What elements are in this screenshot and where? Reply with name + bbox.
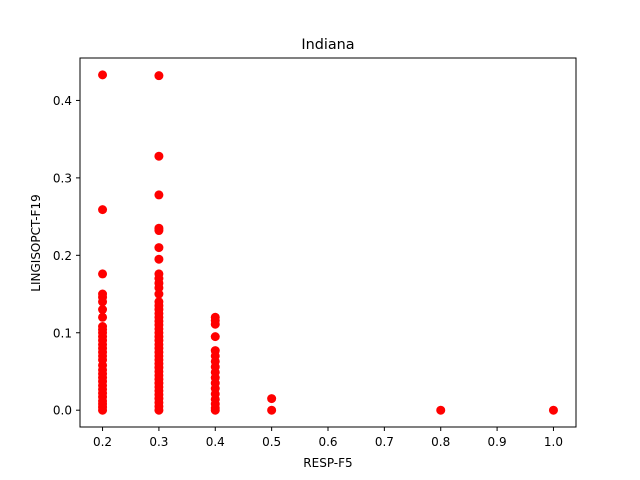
y-tick-label-0: 0.0 xyxy=(53,404,72,418)
y-tick-label-4: 0.4 xyxy=(53,94,72,108)
data-point-89 xyxy=(267,394,277,404)
x-tick-label-5: 0.7 xyxy=(375,435,394,449)
y-tick-label-3: 0.3 xyxy=(53,171,72,185)
data-point-71 xyxy=(154,405,164,415)
data-point-41 xyxy=(154,283,164,293)
chart-title: Indiana xyxy=(301,37,354,53)
data-point-32 xyxy=(154,151,164,161)
data-point-30 xyxy=(98,405,108,415)
x-tick-label-1: 0.3 xyxy=(149,435,168,449)
data-point-92 xyxy=(548,405,558,415)
y-axis-label: LINGISOPCT-F19 xyxy=(29,194,43,291)
y-tick-label-2: 0.2 xyxy=(53,249,72,263)
x-tick-label-0: 0.2 xyxy=(93,435,112,449)
data-point-35 xyxy=(154,226,164,236)
y-tick-label-1: 0.1 xyxy=(53,326,72,340)
data-point-88 xyxy=(210,405,220,415)
data-point-1 xyxy=(98,205,108,215)
y-axis-ticks: 0.0 0.1 0.2 0.3 0.4 xyxy=(53,94,80,418)
data-point-6 xyxy=(98,305,108,315)
x-tick-label-6: 0.8 xyxy=(431,435,450,449)
data-points xyxy=(98,70,558,415)
data-point-90 xyxy=(267,405,277,415)
data-point-0 xyxy=(98,70,108,80)
x-tick-label-8: 1.0 xyxy=(544,435,563,449)
data-point-5 xyxy=(98,297,108,307)
data-point-31 xyxy=(154,71,164,81)
data-point-74 xyxy=(210,319,220,329)
x-tick-label-7: 0.9 xyxy=(488,435,507,449)
data-point-75 xyxy=(210,332,220,342)
data-point-42 xyxy=(154,289,164,299)
x-tick-label-4: 0.6 xyxy=(318,435,337,449)
x-axis-ticks: 0.2 0.3 0.4 0.5 0.6 0.7 0.8 0.9 1.0 xyxy=(93,427,563,449)
data-point-7 xyxy=(98,312,108,322)
data-point-91 xyxy=(436,405,446,415)
data-point-33 xyxy=(154,190,164,200)
x-tick-label-2: 0.4 xyxy=(206,435,225,449)
data-point-2 xyxy=(98,269,108,279)
x-tick-label-3: 0.5 xyxy=(262,435,281,449)
x-axis-label: RESP-F5 xyxy=(303,456,352,470)
data-point-36 xyxy=(154,243,164,253)
data-point-37 xyxy=(154,254,164,264)
